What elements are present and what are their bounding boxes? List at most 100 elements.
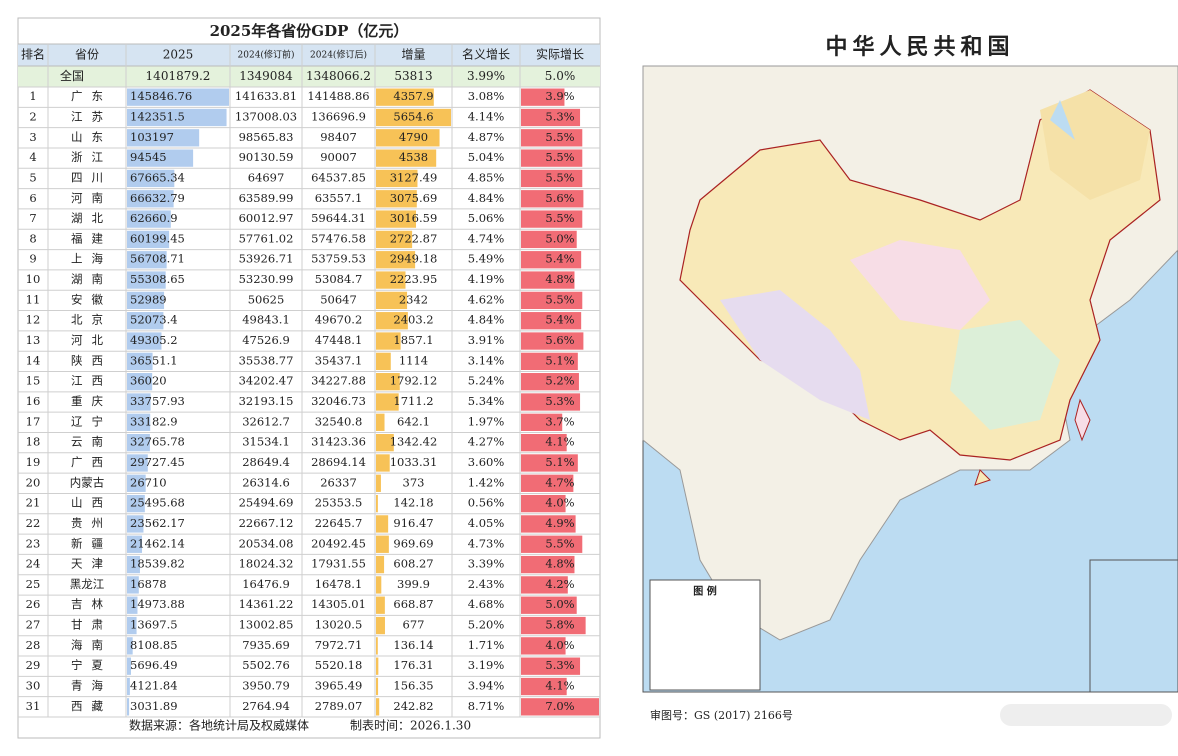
cell: 4.8%: [545, 272, 574, 286]
region-b: [950, 320, 1060, 430]
cell: 32765.78: [130, 435, 185, 449]
rank: 6: [29, 191, 36, 205]
province: 上海: [71, 252, 112, 266]
cell: 50625: [248, 292, 285, 306]
cell: 5.5%: [545, 211, 574, 225]
cell: 2223.95: [390, 272, 438, 286]
cell: 90130.59: [239, 150, 294, 164]
cell: 7972.71: [315, 638, 363, 652]
data-bar: [376, 677, 379, 696]
cell: 5.5%: [545, 130, 574, 144]
province: 云南: [71, 435, 112, 449]
data-bar: [127, 230, 170, 249]
cell: 2722.87: [390, 231, 438, 245]
legend-title: 图 例: [693, 585, 716, 598]
data-bar: [521, 474, 574, 492]
province: 四川: [71, 170, 112, 184]
data-bar: [376, 373, 400, 391]
cell: 8.71%: [468, 699, 505, 713]
rank: 26: [26, 597, 41, 611]
data-bar: [376, 332, 401, 350]
data-bar: [521, 657, 581, 675]
province: 重庆: [71, 394, 112, 408]
data-bar: [127, 373, 153, 391]
data-bar: [521, 373, 579, 391]
province: 青海: [71, 679, 112, 693]
cell: 31534.1: [242, 435, 290, 449]
cell: 62660.9: [130, 211, 178, 225]
cell: 3.14%: [468, 353, 505, 367]
province: 江苏: [71, 109, 112, 123]
cell: 47448.1: [315, 333, 363, 347]
cell: 35538.77: [239, 353, 294, 367]
data-bar: [521, 596, 577, 614]
data-bar: [521, 190, 584, 208]
cell: 1711.2: [393, 394, 433, 408]
cell: 5.1%: [545, 353, 574, 367]
cell: 5.4%: [545, 252, 574, 266]
data-bar: [521, 291, 583, 310]
cell: 5.5%: [545, 536, 574, 550]
data-bar: [376, 433, 394, 452]
province: 甘肃: [71, 618, 112, 632]
data-bar: [127, 515, 144, 533]
data-bar: [521, 332, 584, 350]
cell: 5.06%: [468, 211, 505, 225]
cell: 14305.01: [311, 597, 366, 611]
province: 吉林: [71, 597, 112, 611]
rank: 13: [26, 333, 41, 347]
cell: 3.19%: [468, 658, 505, 672]
taiwan: [1074, 398, 1091, 442]
cell: 32612.7: [242, 414, 290, 428]
cell: 1.42%: [468, 475, 505, 489]
cell: 642.1: [397, 414, 430, 428]
cell: 49843.1: [242, 313, 290, 327]
data-bar: [127, 698, 130, 716]
cell: 36020: [130, 374, 167, 388]
data-bar: [127, 433, 150, 452]
data-bar: [127, 555, 140, 574]
cell: 56708.71: [130, 252, 185, 266]
cell: 668.87: [393, 597, 433, 611]
data-bar: [521, 576, 568, 594]
province: 北京: [71, 313, 112, 327]
cell: 1792.12: [390, 374, 438, 388]
province: 内蒙古: [70, 475, 105, 489]
cell: 4.14%: [468, 109, 505, 123]
hainan: [974, 469, 991, 486]
rank: 5: [29, 170, 36, 184]
cell: 35437.1: [315, 353, 363, 367]
data-bar: [521, 637, 566, 655]
cell: 26314.6: [242, 475, 290, 489]
cell: 8108.85: [130, 638, 178, 652]
cell: 7935.69: [242, 638, 290, 652]
cell: 969.69: [393, 536, 433, 550]
cell: 28694.14: [311, 455, 366, 469]
cell: 20534.08: [239, 536, 294, 550]
data-bar: [521, 149, 583, 167]
cell: 29727.45: [130, 455, 185, 469]
province: 浙江: [71, 150, 112, 164]
province: 山东: [71, 130, 112, 144]
cell: 18024.32: [239, 557, 294, 571]
date: 制表时间：2026.1.30: [350, 719, 471, 733]
data-bar: [376, 88, 434, 106]
total-cell: 53813: [394, 69, 432, 83]
data-bar: [127, 494, 145, 513]
rank: 24: [26, 557, 41, 571]
cell: 60199.45: [130, 231, 185, 245]
data-bar: [376, 616, 385, 635]
cell: 28649.4: [242, 455, 290, 469]
cell: 2949.18: [390, 252, 438, 266]
data-bar: [521, 698, 599, 716]
rank: 4: [29, 150, 36, 164]
rank: 29: [26, 658, 41, 672]
cell: 18539.82: [130, 557, 185, 571]
cell: 2789.07: [315, 699, 363, 713]
cell: 4121.84: [130, 679, 178, 693]
cell: 90007: [320, 150, 357, 164]
cell: 52989: [130, 292, 167, 306]
cell: 98407: [320, 130, 357, 144]
cell: 5.5%: [545, 150, 574, 164]
data-bar: [376, 535, 389, 553]
